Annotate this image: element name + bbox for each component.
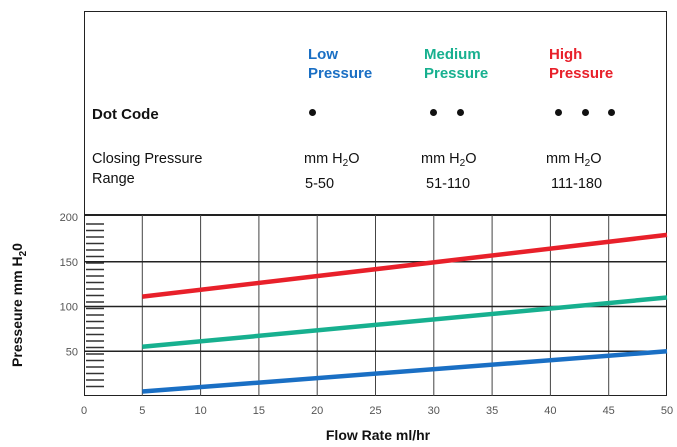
x-tick-label: 25 bbox=[369, 405, 381, 417]
low-dot-1 bbox=[309, 109, 316, 116]
pressure-legend-table: Low Pressure Medium Pressure High Pressu… bbox=[84, 11, 667, 217]
y-tick-label: 100 bbox=[60, 302, 78, 314]
high-pressure-heading: High Pressure bbox=[549, 45, 613, 83]
series-line-low-pressure bbox=[142, 349, 668, 394]
x-tick-label: 0 bbox=[81, 405, 87, 417]
unit-prefix: mm H bbox=[421, 151, 460, 167]
medium-dot-2 bbox=[457, 109, 464, 116]
unit-suffix: O bbox=[348, 151, 360, 167]
medium-range-cell: mm H2O 51-110 bbox=[421, 149, 477, 194]
unit-prefix: mm H bbox=[304, 151, 343, 167]
unit-sub: 2 bbox=[459, 158, 466, 169]
unit-suffix: O bbox=[465, 151, 477, 167]
medium-dot-1 bbox=[430, 109, 437, 116]
x-tick-label: 15 bbox=[253, 405, 265, 417]
y-axis-title-main: Presseure mm H bbox=[9, 256, 25, 367]
medium-pressure-heading: Medium Pressure bbox=[424, 45, 488, 83]
low-pressure-heading: Low Pressure bbox=[308, 45, 372, 83]
medium-pressure-line1: Medium bbox=[424, 46, 481, 63]
high-range-cell: mm H2O 111-180 bbox=[546, 149, 602, 194]
unit-suffix: O bbox=[590, 151, 602, 167]
high-range-value: 111-180 bbox=[551, 176, 603, 192]
x-tick-label: 45 bbox=[603, 405, 615, 417]
series-line-medium-pressure bbox=[142, 295, 668, 350]
y-axis-title-sub: 2 bbox=[18, 250, 29, 256]
series-line-high-pressure bbox=[142, 232, 668, 299]
y-axis-title-end: 0 bbox=[9, 243, 25, 251]
y-tick-label: 50 bbox=[66, 346, 78, 358]
low-pressure-line1: Low bbox=[308, 46, 338, 63]
closing-pressure-label: Closing Pressure Range bbox=[92, 149, 202, 189]
y-axis-title: Presseure mm H20 bbox=[9, 243, 29, 367]
y-tick-label: 200 bbox=[60, 212, 78, 224]
x-tick-label: 10 bbox=[194, 405, 206, 417]
closing-label-line2: Range bbox=[92, 171, 135, 187]
high-pressure-line1: High bbox=[549, 46, 583, 63]
x-tick-label: 35 bbox=[486, 405, 498, 417]
unit-prefix: mm H bbox=[546, 151, 585, 167]
x-tick-label: 20 bbox=[311, 405, 323, 417]
unit-sub: 2 bbox=[584, 158, 591, 169]
high-pressure-line2: Pressure bbox=[549, 65, 614, 82]
low-pressure-line2: Pressure bbox=[308, 65, 373, 82]
medium-pressure-line2: Pressure bbox=[424, 65, 489, 82]
high-dot-2 bbox=[582, 109, 589, 116]
unit-sub: 2 bbox=[342, 158, 349, 169]
high-dot-1 bbox=[555, 109, 562, 116]
y-tick-label: 150 bbox=[60, 257, 78, 269]
x-tick-label: 40 bbox=[544, 405, 556, 417]
high-dot-3 bbox=[608, 109, 615, 116]
x-axis-title: Flow Rate ml/hr bbox=[326, 427, 431, 443]
low-range-cell: mm H2O 5-50 bbox=[304, 149, 360, 194]
low-range-value: 5-50 bbox=[305, 176, 335, 192]
dot-code-label: Dot Code bbox=[92, 106, 159, 123]
x-tick-label: 50 bbox=[661, 405, 673, 417]
medium-range-value: 51-110 bbox=[426, 176, 471, 192]
x-tick-label: 5 bbox=[139, 405, 145, 417]
x-tick-label: 30 bbox=[428, 405, 440, 417]
closing-label-line1: Closing Pressure bbox=[92, 151, 203, 167]
